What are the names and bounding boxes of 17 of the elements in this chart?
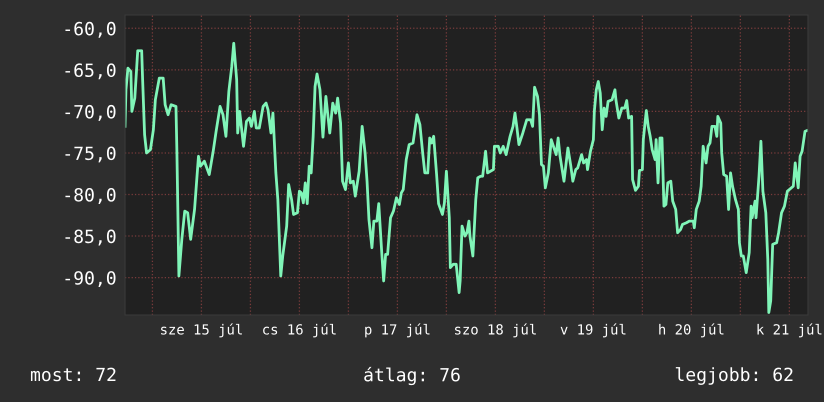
y-tick-label: -65,0 [65,63,116,80]
x-tick-label: szo 18 júl [455,323,536,338]
text: átlag: 76 [364,366,460,386]
y-tick-label: -80,0 [65,188,116,204]
x-tick-label: h 20 júl [659,323,724,338]
y-tick-label: -60,0 [65,22,116,38]
y-tick-label: -70,0 [65,104,116,121]
x-tick-label: k 21 júl [758,323,822,338]
x-tick-label: sze 15 júl [161,323,242,338]
text: legjobb: 62 [676,367,792,385]
y-tick-label: -90,0 [65,271,116,288]
y-tick-label: -75,0 [65,146,116,162]
x-tick-label: p 17 júl [365,323,430,338]
text: most: 72 [30,368,116,382]
y-tick-label: -85,0 [65,230,116,246]
x-tick-label: v 19 júl [560,323,626,338]
x-tick-label: cs 16 júl [263,323,336,338]
